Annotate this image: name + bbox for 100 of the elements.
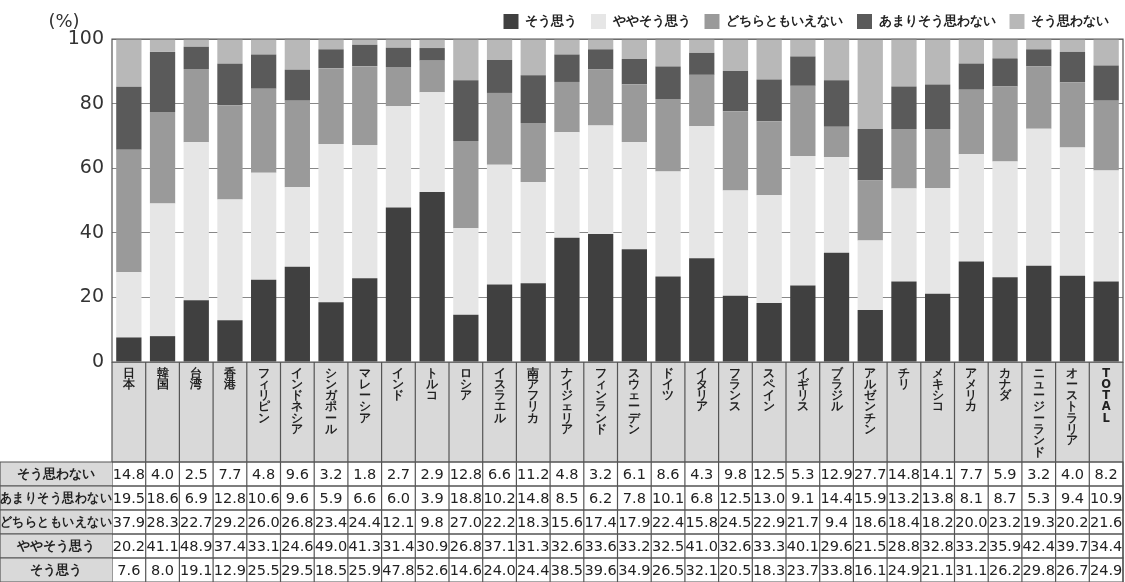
data-label: 41.0: [685, 537, 718, 554]
data-label: 4.8: [555, 465, 579, 482]
y-tick-label: 80: [79, 90, 104, 113]
data-label: 24.4: [348, 513, 381, 530]
data-label: 6.8: [690, 489, 714, 506]
data-label: 21.1: [921, 561, 954, 578]
data-label: 28.3: [146, 513, 179, 530]
data-label: 10.9: [1090, 489, 1123, 506]
data-label: 6.0: [386, 489, 410, 506]
data-label: 18.6: [146, 489, 179, 506]
data-label: 20.2: [112, 537, 145, 554]
x-tick-label: フランス: [729, 365, 742, 414]
data-label: 11.2: [517, 465, 550, 482]
data-label: 47.8: [382, 561, 415, 578]
data-label: 12.9: [820, 465, 853, 482]
x-tick-label: スペイン: [762, 365, 777, 414]
data-label: 1.8: [353, 465, 377, 482]
data-label: 31.1: [955, 561, 988, 578]
legend-label: そう思う: [525, 12, 577, 28]
data-label: 27.0: [449, 513, 482, 530]
x-tick-label: オーストラリア: [1066, 365, 1079, 448]
data-label: 8.6: [656, 465, 680, 482]
data-label: 31.3: [517, 537, 550, 554]
data-label: 52.6: [416, 561, 449, 578]
data-label: 22.4: [651, 513, 685, 530]
legend-label: あまりそう思わない: [878, 12, 996, 28]
data-label: 38.5: [550, 561, 584, 578]
data-label: 8.2: [1094, 465, 1118, 482]
data-label: 12.1: [382, 513, 415, 530]
y-tick-label: 0: [91, 348, 104, 371]
data-label: 8.1: [959, 489, 983, 506]
data-label: 26.8: [281, 513, 314, 530]
data-label: 18.2: [921, 513, 954, 530]
data-label: 9.4: [825, 513, 849, 530]
data-label: 6.1: [622, 465, 646, 482]
data-label: 12.8: [213, 489, 247, 506]
data-label: 2.5: [184, 465, 208, 482]
text: そう思わない: [17, 466, 95, 482]
data-label: 31.4: [382, 537, 415, 554]
data-label: 48.9: [180, 537, 213, 554]
x-tick-label: 韓国: [156, 365, 169, 391]
x-tick-label: ロシア: [459, 365, 472, 403]
data-label: 3.2: [319, 465, 343, 482]
data-label: 28.8: [887, 537, 921, 554]
text: ややそう思う: [17, 538, 95, 554]
x-tick-label: ナイジェリア: [560, 365, 573, 436]
data-label: 9.8: [723, 465, 747, 482]
data-label: 33.3: [753, 537, 786, 554]
y-tick-label: 60: [79, 155, 104, 178]
x-tick-label: メキシコ: [931, 365, 944, 414]
data-label: 9.8: [420, 513, 444, 530]
x-tick-label: トルコ: [425, 365, 440, 403]
data-label: 29.6: [820, 537, 853, 554]
data-label: 29.8: [1022, 561, 1055, 578]
data-label: 13.2: [887, 489, 921, 506]
x-tick-label: 南アフリカ: [526, 365, 540, 425]
data-label: 10.2: [483, 489, 516, 506]
data-label: 9.6: [285, 465, 309, 482]
data-label: 39.6: [584, 561, 617, 578]
data-label: 26.2: [988, 561, 1022, 578]
data-label: 24.0: [483, 561, 516, 578]
data-label: 32.8: [921, 537, 954, 554]
legend-label: そう思わない: [1031, 12, 1109, 28]
data-label: 2.9: [420, 465, 444, 482]
data-label: 9.4: [1060, 489, 1084, 506]
data-label: 32.6: [719, 537, 752, 554]
data-label: 20.0: [955, 513, 988, 530]
data-label: 18.8: [449, 489, 482, 506]
x-tick-label: フィリピン: [257, 365, 271, 425]
data-label: 23.7: [786, 561, 819, 578]
data-label: 37.9: [112, 513, 145, 530]
data-label: 8.0: [151, 561, 175, 578]
data-label: 49.0: [314, 537, 348, 554]
data-label: 3.2: [1027, 465, 1051, 482]
x-tick-label: イギリス: [796, 365, 810, 414]
data-label: 7.7: [218, 465, 242, 482]
data-label: 33.8: [820, 561, 853, 578]
data-label: 37.4: [213, 537, 247, 554]
data-label: 24.9: [1090, 561, 1123, 578]
data-label: 20.2: [1056, 513, 1089, 530]
y-tick-label: 20: [79, 284, 104, 307]
x-tick-label: スウェーデン: [628, 365, 642, 436]
x-tick-label: TOTAL: [1101, 365, 1112, 425]
data-label: 32.1: [685, 561, 718, 578]
data-label: 5.9: [319, 489, 343, 506]
data-label: 35.9: [988, 537, 1022, 554]
x-tick-label: インド: [392, 365, 405, 403]
data-label: 18.3: [753, 561, 786, 578]
data-label: 12.5: [753, 465, 786, 482]
x-tick-label: フィンランド: [594, 365, 607, 436]
data-label: 6.6: [353, 489, 377, 506]
data-label: 3.2: [589, 465, 613, 482]
data-label: 17.4: [584, 513, 617, 530]
data-label: 5.9: [993, 465, 1017, 482]
legend-label: どちらともいえない: [726, 12, 843, 28]
x-tick-label: インドネシア: [291, 365, 304, 436]
data-label: 7.8: [622, 489, 646, 506]
data-label: 6.2: [589, 489, 613, 506]
data-label: 21.5: [854, 537, 887, 554]
data-label: 9.6: [285, 489, 309, 506]
